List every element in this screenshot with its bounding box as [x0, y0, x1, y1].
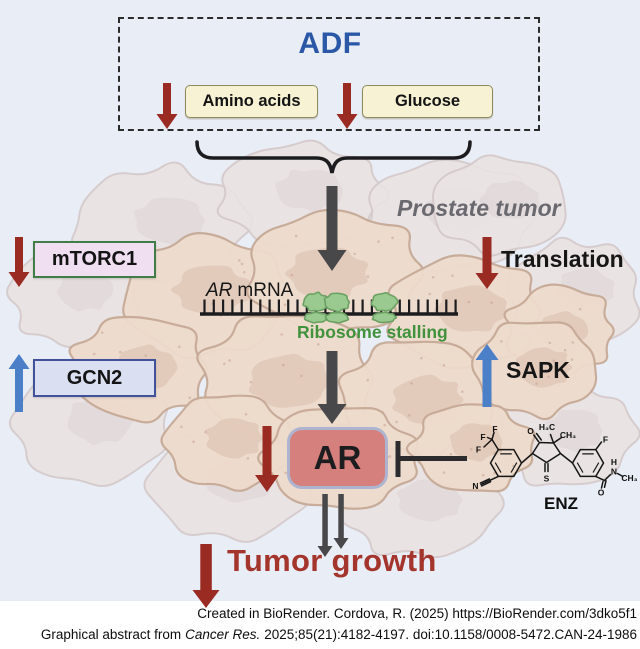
atom-label: O [598, 488, 605, 498]
arrow-down-gray-adf [317, 186, 347, 271]
ribosome-icon [370, 291, 399, 324]
mtorc1-box: mTORC1 [33, 241, 156, 278]
atom-label: O [527, 426, 534, 436]
adf-title: ADF [298, 27, 362, 60]
inhibition-tbar [395, 441, 467, 477]
tumor-growth-label: Tumor growth [227, 543, 437, 578]
arrow-up-blue-gcn2 [8, 354, 30, 412]
mrna-word: mRNA [237, 280, 294, 301]
biorender-credit: Created in BioRender. Cordova, R. (2025)… [197, 606, 637, 621]
adf-panel [118, 17, 540, 131]
arrow-down-red-ar [255, 426, 279, 492]
sapk-label: SAPK [506, 357, 570, 383]
arrow-down-red-growth [192, 544, 220, 608]
atom-label: F [492, 424, 497, 434]
tumor-cell-cluster [6, 139, 640, 559]
amino-acids-box: Amino acids [185, 85, 318, 118]
atom-label: F [603, 435, 608, 445]
citation-journal: Cancer Res. [185, 627, 261, 642]
arrow-down-gray-ar-1 [317, 494, 333, 557]
ribosome-stalling-label: Ribosome stalling [297, 322, 448, 342]
atom-label: F [480, 432, 485, 442]
arrow-down-red-translation [475, 237, 499, 289]
citation-prefix: Graphical abstract from [40, 627, 182, 642]
arrow-down-gray-stalling [317, 351, 347, 424]
arrow-down-gray-ar-2 [333, 494, 349, 549]
arrow-down-red-glucose [336, 83, 358, 129]
atom-label: H [611, 457, 617, 467]
gcn2-box: GCN2 [33, 359, 156, 397]
prostate-tumor-label: Prostate tumor [397, 195, 561, 221]
enz-label: ENZ [544, 494, 578, 513]
atom-label: CH₃ [621, 473, 637, 483]
ar-gene-name: AR [206, 280, 233, 301]
ribosome-icon [302, 291, 331, 324]
atom-label: F [476, 445, 481, 455]
ribosome-icon [323, 292, 350, 324]
arrow-up-blue-sapk [475, 344, 499, 407]
ar-protein-box: AR [287, 427, 388, 489]
brace [195, 140, 472, 174]
citation-rest: 2025;85(21):4182-4197. doi:10.1158/0008-… [264, 627, 637, 642]
ar-mrna-label: AR mRNA [206, 280, 293, 302]
glucose-box: Glucose [362, 85, 493, 118]
citation-line: Graphical abstract from Cancer Res. 2025;8… [41, 627, 637, 642]
translation-label: Translation [501, 246, 624, 272]
atom-label: N [472, 481, 478, 491]
atom-label: H₃C [539, 422, 555, 432]
atom-label: CH₃ [560, 430, 576, 440]
arrow-down-red-mtorc1 [8, 237, 30, 287]
atom-label: N [611, 467, 617, 477]
atom-label: S [544, 474, 550, 484]
arrow-down-red-amino [156, 83, 178, 129]
